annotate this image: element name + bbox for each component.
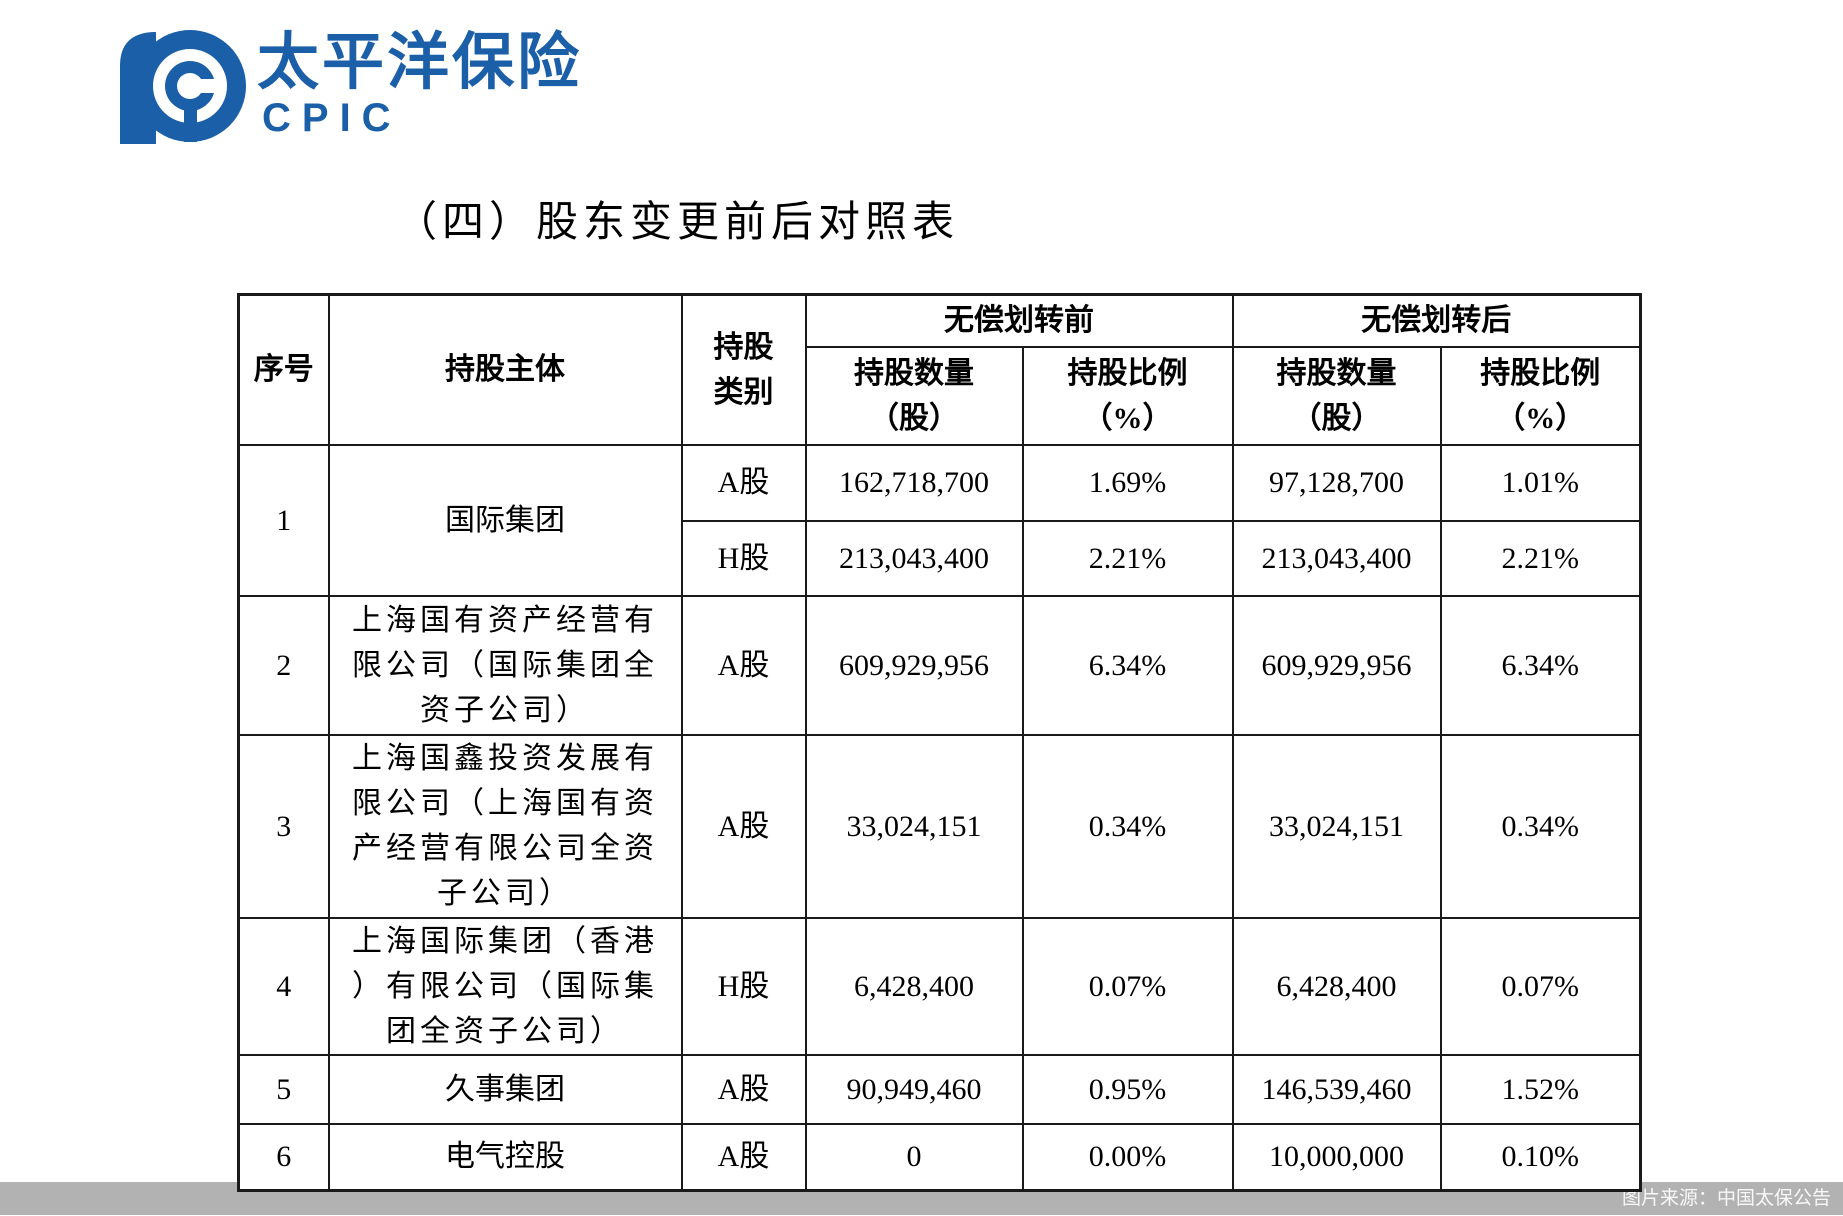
cell-qty-before: 33,024,151 [804,733,1024,919]
cell-share-class: H股 [680,519,807,597]
header-qty-after: 持股数量 （股） [1231,345,1442,446]
header-group-before: 无偿划转前 [804,293,1234,348]
shareholder-table-wrap: 序号 持股主体 持股 类别 无偿划转前 无偿划转后 持股数量 （股） 持股比例 … [237,293,1642,1192]
image-source-caption: 图片来源：中国太保公告 [1621,1188,1831,1209]
cell-share-class: A股 [680,733,807,919]
cell-qty-before: 0 [804,1122,1024,1192]
cell-index: 2 [237,594,330,736]
table-header-sub-row: 持股数量 （股） 持股比例 （%） 持股数量 （股） 持股比例 （%） [239,345,1642,446]
table-row: 4 上海国际集团（香港 ）有限公司（国际集 团全资子公司） H股 6,428,4… [237,916,1642,1056]
brand-name-en: CPIC [262,96,402,140]
cell-qty-after: 33,024,151 [1231,733,1442,919]
cpic-logo: 太平洋保险 CPIC [120,26,579,146]
cell-pct-after: 2.21% [1439,519,1642,597]
cell-holder: 久事集团 [327,1053,683,1125]
cell-qty-before: 213,043,400 [804,519,1024,597]
cell-index: 3 [237,733,330,919]
table-row: 3 上海国鑫投资发展有 限公司（上海国有资 产经营有限公司全资 子公司） A股 … [237,733,1642,919]
cell-qty-after: 6,428,400 [1231,916,1442,1056]
cell-holder: 上海国有资产经营有 限公司（国际集团全 资子公司） [327,594,683,736]
cell-share-class: H股 [680,916,807,1056]
table-row: 5 久事集团 A股 90,949,460 0.95% 146,539,460 1… [237,1053,1642,1125]
brand-name-cn: 太平洋保险 [257,28,583,97]
header-pct-after: 持股比例 （%） [1439,345,1642,446]
cell-qty-after: 213,043,400 [1231,519,1442,597]
brand-text: 太平洋保险 CPIC [257,28,583,140]
cell-pct-after: 1.01% [1439,443,1642,522]
header-index: 序号 [237,293,330,446]
cell-share-class: A股 [680,1122,807,1192]
cell-pct-after: 1.52% [1439,1053,1642,1125]
cell-index: 1 [237,443,330,597]
cell-pct-before: 0.00% [1021,1122,1234,1192]
cell-holder: 上海国际集团（香港 ）有限公司（国际集 团全资子公司） [327,916,683,1056]
table-header-group-row: 序号 持股主体 持股 类别 无偿划转前 无偿划转后 [237,293,1642,446]
cell-share-class: A股 [680,443,807,522]
cell-index: 5 [237,1053,330,1125]
cell-holder: 电气控股 [327,1122,683,1192]
header-group-after: 无偿划转后 [1231,293,1642,348]
cell-index: 6 [237,1122,330,1192]
header-pct-before: 持股比例 （%） [1021,345,1234,446]
cell-qty-after: 609,929,956 [1231,594,1442,736]
cell-index: 4 [237,916,330,1056]
cell-pct-after: 0.10% [1439,1122,1642,1192]
table-row: 1 国际集团 A股 162,718,700 1.69% 97,128,700 1… [237,443,1642,597]
cell-qty-after: 97,128,700 [1231,443,1442,522]
table-row: 2 上海国有资产经营有 限公司（国际集团全 资子公司） A股 609,929,9… [237,594,1642,736]
cell-pct-before: 0.34% [1021,733,1234,919]
cell-pct-before: 1.69% [1021,443,1234,522]
cell-qty-before: 90,949,460 [804,1053,1024,1125]
cell-pct-after: 0.34% [1439,733,1642,919]
page-title: （四）股东变更前后对照表 [395,200,960,246]
table-row: H股 213,043,400 2.21% 213,043,400 2.21% [239,519,1642,597]
cell-qty-before: 6,428,400 [804,916,1024,1056]
cell-qty-before: 609,929,956 [804,594,1024,736]
cell-holder: 上海国鑫投资发展有 限公司（上海国有资 产经营有限公司全资 子公司） [327,733,683,919]
header-qty-before: 持股数量 （股） [804,345,1024,446]
cell-share-class: A股 [680,594,807,736]
cell-pct-before: 6.34% [1021,594,1234,736]
cell-pct-before: 0.95% [1021,1053,1234,1125]
header-share-class: 持股 类别 [680,293,807,446]
cell-qty-before: 162,718,700 [804,443,1024,522]
cell-qty-after: 146,539,460 [1231,1053,1442,1125]
cell-holder: 国际集团 [327,443,683,597]
cell-pct-before: 2.21% [1021,519,1234,597]
cpic-logo-icon [120,30,246,144]
table-row: 6 电气控股 A股 0 0.00% 10,000,000 0.10% [237,1122,1642,1192]
cell-qty-after: 10,000,000 [1231,1122,1442,1192]
cell-pct-after: 6.34% [1439,594,1642,736]
shareholder-comparison-table: 序号 持股主体 持股 类别 无偿划转前 无偿划转后 持股数量 （股） 持股比例 … [237,293,1642,1192]
cell-pct-before: 0.07% [1021,916,1234,1056]
header-holder: 持股主体 [327,293,683,446]
cell-pct-after: 0.07% [1439,916,1642,1056]
cell-share-class: A股 [680,1053,807,1125]
